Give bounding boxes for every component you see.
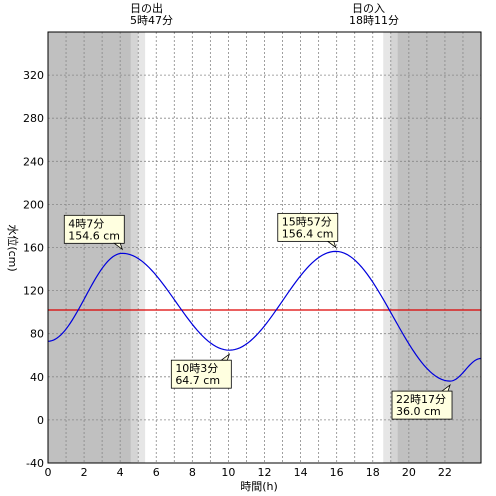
y-tick-label: 160: [23, 242, 44, 255]
callout-value: 156.4 cm: [282, 227, 334, 240]
x-tick-label: 22: [438, 466, 452, 479]
x-tick-label: 8: [189, 466, 196, 479]
tide-curve-group: [47, 250, 482, 382]
y-tick-label: 0: [37, 414, 44, 427]
callout-box: [277, 212, 339, 242]
y-tick-label: 240: [23, 155, 44, 168]
y-tick-label: 200: [23, 198, 44, 211]
sunset-time: 18時11分: [349, 14, 399, 27]
y-tick-label: 80: [30, 328, 44, 341]
callout-pointer: [440, 384, 451, 392]
y-axis-title: 水位(cm): [6, 224, 20, 271]
y-tick-label: 280: [23, 112, 44, 125]
grid-lines: [48, 32, 481, 463]
x-tick-label: 18: [366, 466, 380, 479]
sunrise-label: 日の出: [130, 1, 163, 15]
y-tick-label: 320: [23, 69, 44, 82]
x-axis-title: 時間(h): [240, 480, 278, 493]
callout-pointer: [113, 242, 124, 251]
x-tick-labels: 0 2 4 6 8 10 12 14 16 18 20 22: [45, 466, 452, 479]
y-tick-label: 40: [30, 371, 44, 384]
callout-time: 22時17分: [396, 393, 446, 406]
x-tick-label: 4: [117, 466, 124, 479]
x-tick-label: 2: [81, 466, 88, 479]
plot-border: [47, 31, 482, 464]
x-tick-label: 12: [258, 466, 272, 479]
x-tick-label: 6: [153, 466, 160, 479]
callout-time: 4時7分: [68, 217, 104, 230]
callout-value: 154.6 cm: [68, 229, 120, 242]
plot-frame: [47, 31, 482, 464]
x-tick-label: 0: [45, 466, 52, 479]
callout-box: [391, 390, 453, 420]
callout-box: [170, 359, 232, 389]
y-tick-labels: -40 0 40 80 120 160 200 240 280 320: [23, 69, 44, 470]
x-tick-label: 16: [330, 466, 344, 479]
sun-labels: 日の出 5時47分 日の入 18時11分: [130, 1, 399, 27]
x-tick-label: 10: [221, 466, 235, 479]
callout-value: 36.0 cm: [396, 405, 441, 418]
x-tick-label: 14: [294, 466, 308, 479]
callout-time: 15時57分: [282, 215, 332, 228]
sunset-label: 日の入: [352, 2, 385, 15]
callout-value: 64.7 cm: [175, 374, 220, 387]
callout-box: [63, 214, 125, 244]
sunrise-time: 5時47分: [130, 14, 173, 27]
callout-pointer: [326, 240, 337, 249]
callout-time: 10時3分: [175, 362, 218, 375]
callout-pointer: [220, 353, 231, 361]
y-tick-label: -40: [26, 457, 44, 470]
x-tick-label: 20: [402, 466, 416, 479]
tide-curve: [47, 250, 482, 382]
y-tick-label: 120: [23, 285, 44, 298]
